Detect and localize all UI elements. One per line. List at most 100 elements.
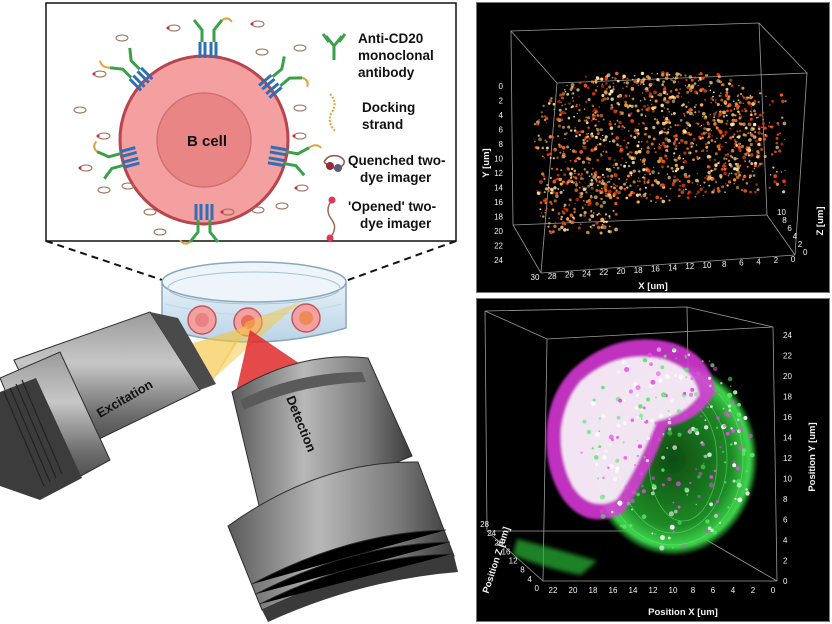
localization-point: [634, 78, 637, 82]
cell-speckle: [668, 413, 671, 416]
localization-point: [607, 230, 611, 233]
localization-point: [670, 113, 673, 116]
localization-point: [712, 98, 715, 102]
localization-point: [723, 100, 727, 104]
localization-point: [560, 218, 563, 221]
cell-speckle: [635, 393, 640, 398]
localization-point: [569, 148, 572, 151]
localization-point: [685, 188, 687, 191]
legend-antibody-line-1: Anti-CD20: [358, 31, 424, 46]
localization-point: [661, 121, 666, 126]
cell-speckle: [690, 387, 695, 392]
localization-point: [701, 149, 705, 152]
localization-point: [775, 136, 779, 140]
localization-point: [743, 133, 746, 137]
bottom-z-tick: 20: [494, 538, 503, 547]
cell-speckle: [677, 505, 681, 509]
localization-point: [709, 89, 712, 91]
cell-speckle: [616, 423, 621, 428]
localization-point: [707, 132, 711, 136]
localization-point: [699, 187, 703, 191]
localization-point: [538, 119, 540, 121]
localization-point: [593, 196, 596, 199]
localization-point: [691, 182, 694, 184]
localization-point: [727, 180, 732, 184]
localization-point: [672, 143, 676, 146]
top-y-tick: 8: [499, 140, 504, 149]
top-x-tick: 30: [531, 273, 540, 282]
localization-point: [608, 85, 612, 89]
localization-point: [589, 195, 593, 199]
localization-point: [550, 97, 553, 100]
localization-point: [718, 148, 721, 151]
cell-speckle: [657, 438, 661, 441]
top-y-tick: 10: [494, 155, 503, 164]
cell-speckle: [674, 509, 678, 514]
localization-point: [702, 116, 704, 118]
legend-opened: 'Opened' two- dye imager: [348, 198, 456, 232]
localization-point: [757, 100, 760, 104]
localization-point: [582, 206, 584, 208]
cell-speckle: [731, 429, 735, 433]
localization-point: [548, 217, 551, 220]
cell-speckle: [661, 392, 667, 398]
localization-point: [567, 167, 571, 171]
localization-point: [591, 114, 596, 119]
cell-speckle: [624, 484, 630, 490]
localization-point: [644, 87, 649, 91]
localization-point: [623, 126, 626, 129]
legend-antibody-line-3: antibody: [358, 65, 415, 80]
cell-speckle: [722, 407, 725, 410]
cell-speckle: [615, 458, 620, 463]
localization-point: [657, 172, 660, 175]
localization-point: [665, 117, 669, 121]
localization-point: [542, 104, 545, 108]
top-x-tick: 26: [565, 271, 574, 280]
localization-point: [586, 139, 589, 143]
localization-point: [745, 146, 749, 150]
localization-point: [563, 228, 567, 232]
localization-point: [750, 162, 754, 166]
localization-point: [546, 153, 550, 157]
localization-point: [627, 164, 631, 168]
localization-point: [587, 184, 590, 188]
localization-point: [594, 147, 598, 151]
localization-point: [553, 186, 557, 190]
antibody-icon: [321, 33, 347, 60]
localization-point: [610, 178, 612, 181]
cell-speckle: [668, 417, 671, 421]
localization-point: [708, 136, 711, 139]
localization-point: [734, 162, 737, 166]
localization-point: [742, 95, 744, 97]
localization-point: [560, 118, 564, 122]
cell-speckle: [732, 479, 736, 483]
localization-point: [640, 195, 643, 198]
localization-point: [582, 138, 585, 142]
localization-point: [541, 146, 545, 150]
localization-point: [627, 83, 629, 85]
localization-point: [734, 172, 738, 176]
localization-point: [571, 92, 573, 95]
cell-speckle: [604, 449, 608, 453]
localization-point: [699, 103, 704, 107]
localization-point: [552, 157, 555, 160]
localization-point: [549, 187, 554, 192]
cell-speckle: [682, 544, 686, 549]
localization-point: [608, 225, 611, 228]
localization-point: [668, 199, 671, 202]
localization-point: [561, 104, 563, 107]
cell-speckle: [743, 416, 748, 420]
localization-point: [642, 77, 646, 81]
localization-point: [645, 196, 648, 200]
cell-speckle: [698, 471, 703, 476]
cell-speckle: [748, 433, 753, 439]
localization-point: [597, 120, 600, 123]
localization-point: [714, 101, 717, 104]
localization-point: [595, 189, 599, 192]
localization-point: [586, 230, 590, 235]
localization-point: [648, 92, 652, 96]
localization-point: [678, 180, 681, 183]
localization-point: [533, 140, 536, 143]
cell-speckle: [722, 424, 727, 428]
